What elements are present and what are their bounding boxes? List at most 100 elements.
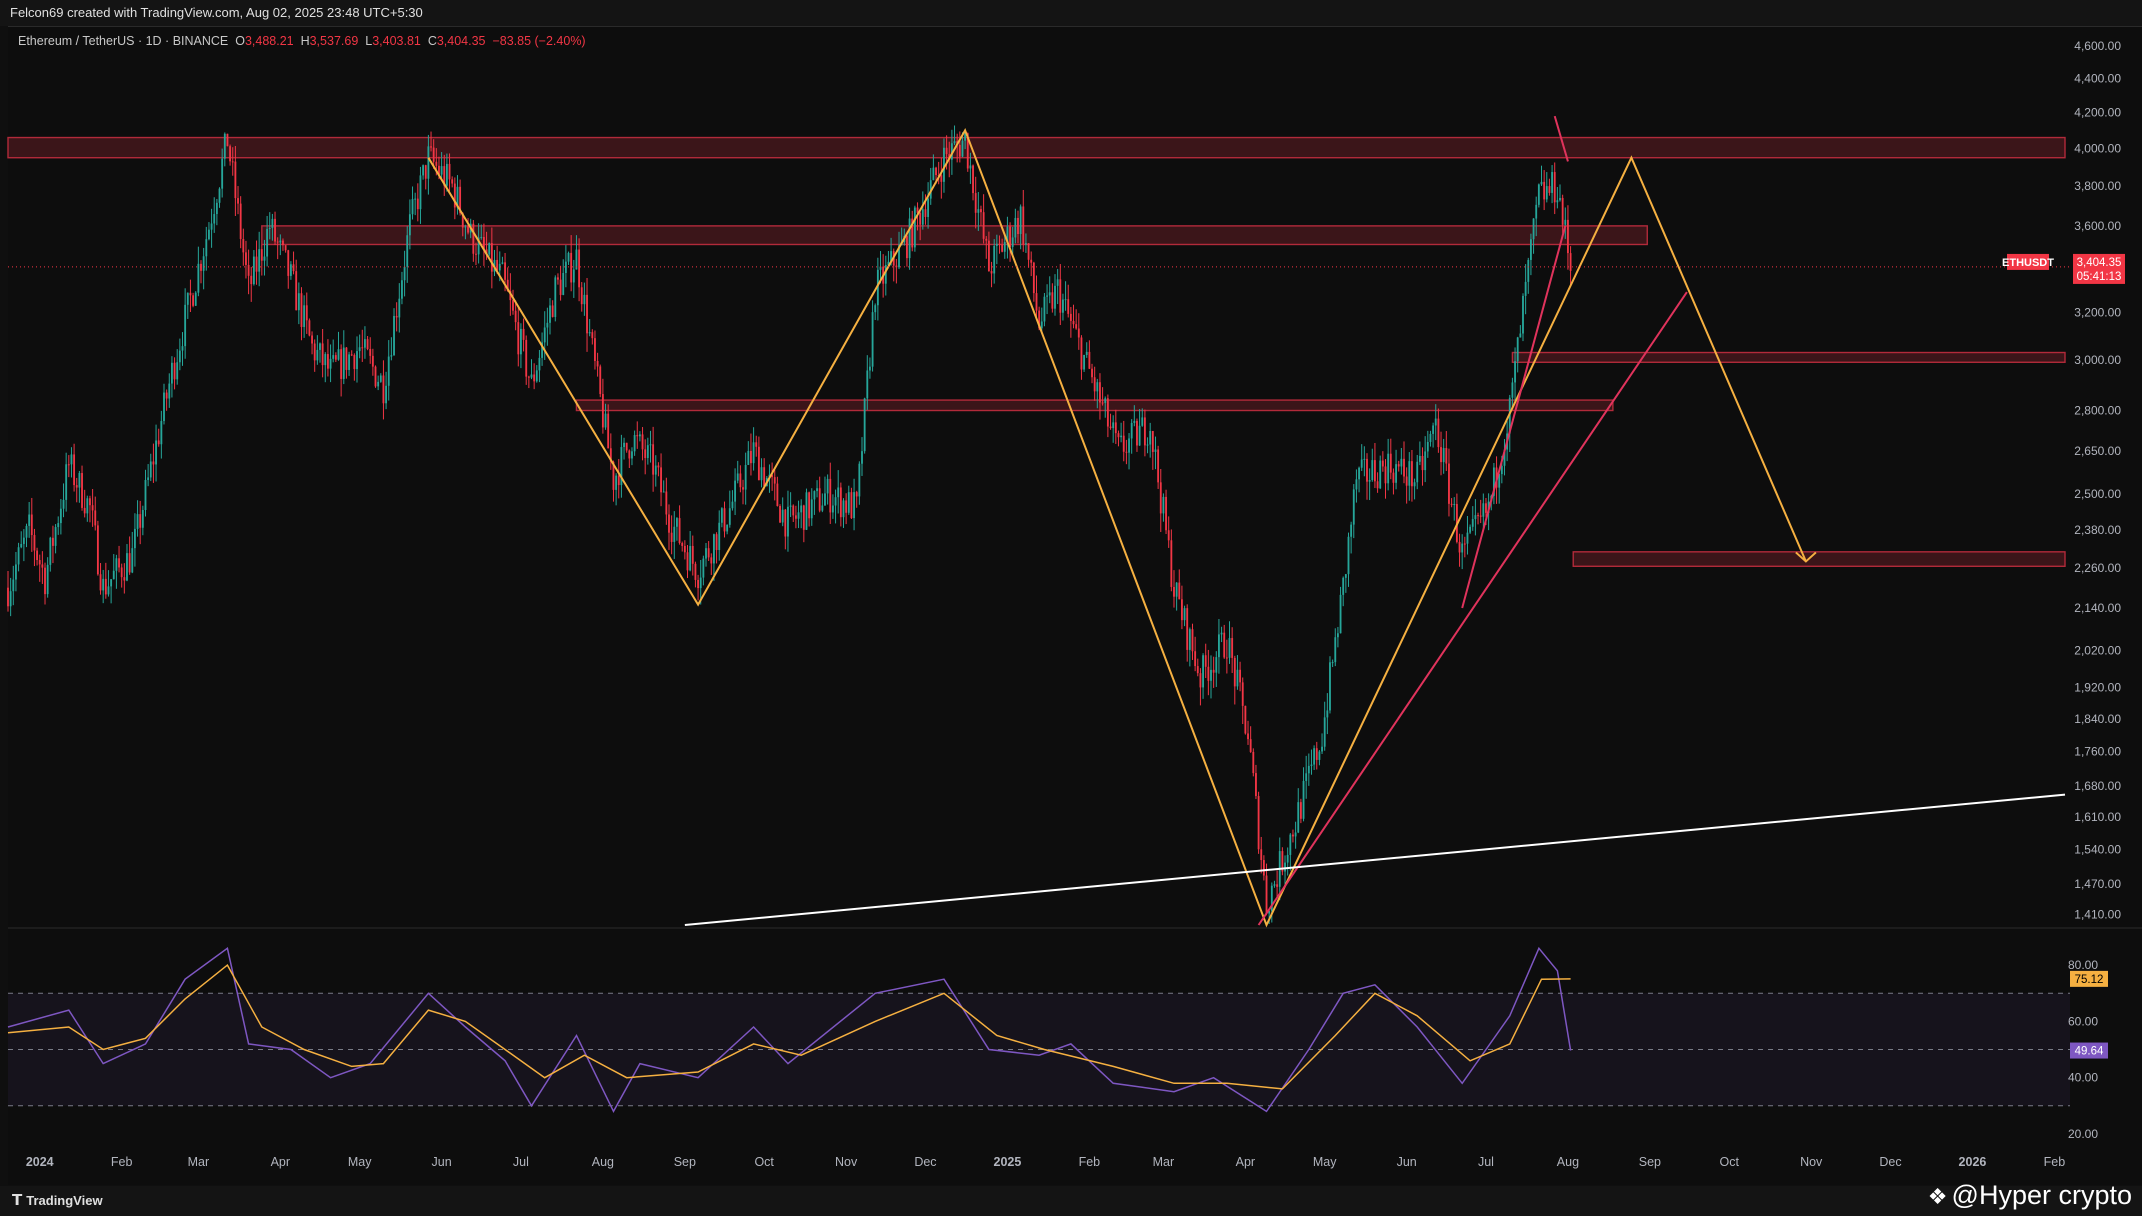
candle-body [308, 320, 311, 336]
resistance-zone[interactable] [7, 136, 2066, 159]
rsi-line[interactable] [7, 946, 1572, 1114]
candle-body [779, 505, 781, 523]
candle-body [464, 226, 467, 228]
resistance-zone[interactable] [575, 399, 1614, 412]
time-tick-label: Mar [1153, 1155, 1175, 1169]
price-tick-label: 2,020.00 [2074, 643, 2121, 657]
candle-body [1371, 460, 1374, 480]
candle-body [1474, 515, 1477, 520]
tradingview-logo[interactable]: 𝗧 TradingView [12, 1186, 103, 1216]
candle-body [697, 579, 699, 589]
trendline[interactable] [1461, 225, 1567, 609]
symbol-tag[interactable] [2007, 253, 2049, 270]
candle-body [279, 240, 282, 243]
candle-body [1424, 451, 1427, 471]
candle-body [1186, 608, 1189, 650]
candle-body [1027, 243, 1030, 260]
candle-body [850, 492, 853, 519]
candle-body [1535, 204, 1538, 219]
resistance-zone[interactable] [1572, 551, 2066, 567]
candle-body [1368, 479, 1371, 482]
resistance-zone[interactable] [1511, 351, 2066, 363]
candle-body [1458, 541, 1461, 553]
rsi-ma-line[interactable] [7, 963, 1571, 1090]
price-countdown: 05:41:13 [2077, 271, 2122, 283]
candle-body [652, 444, 655, 475]
candle-body [707, 548, 710, 558]
candle-body [646, 445, 649, 458]
candle-body [1416, 461, 1419, 483]
time-tick-label: Aug [592, 1155, 614, 1169]
candle-body [313, 343, 316, 361]
candle-body [961, 140, 964, 157]
trendline[interactable] [1257, 291, 1688, 926]
candle-body [824, 493, 826, 506]
candle-body [475, 253, 477, 255]
candle-body [1477, 515, 1479, 517]
candle-body [615, 475, 618, 490]
candle-body [139, 514, 142, 528]
candle-body [736, 473, 739, 481]
candle-body [371, 355, 374, 367]
candle-body [1376, 481, 1379, 489]
candle-body [44, 567, 46, 595]
trendline[interactable] [1553, 115, 1569, 162]
candle-body [1352, 489, 1355, 525]
candle-body [575, 249, 578, 270]
resistance-zone[interactable] [261, 225, 1648, 246]
candle-body [998, 243, 1001, 245]
candle-body [1255, 773, 1257, 797]
candle-body [192, 295, 195, 306]
candle-body [1421, 455, 1424, 471]
candle-body [541, 342, 544, 358]
candle-body [800, 505, 803, 513]
candle-body [1426, 442, 1429, 452]
candle-body [586, 294, 588, 334]
candle-body [432, 147, 435, 162]
candle-body [451, 179, 454, 184]
candle-body [393, 315, 395, 356]
candle-body [488, 243, 491, 255]
time-tick-label: Nov [1800, 1155, 1823, 1169]
candle-body [266, 228, 269, 257]
candle-body [562, 272, 565, 295]
candle-body [950, 143, 953, 160]
candle-body [319, 343, 321, 350]
candle-body [913, 207, 916, 248]
candle-body [440, 166, 443, 175]
candle-body [601, 394, 604, 428]
candle-body [977, 209, 980, 213]
candle-body [1210, 669, 1212, 681]
support-line[interactable] [684, 793, 2066, 926]
candle-body [839, 487, 842, 518]
candle-body [686, 552, 689, 571]
price-tag[interactable] [2073, 253, 2125, 284]
candle-body [1363, 458, 1366, 460]
binance-diamond-icon: ❖ [1927, 1184, 1948, 1209]
candle-body [1046, 295, 1049, 297]
time-tick-label: Feb [111, 1155, 133, 1169]
candle-body [789, 505, 792, 507]
candle-body [430, 146, 432, 148]
candle-body [945, 147, 948, 155]
open-value: 3,488.21 [244, 34, 294, 48]
price-tick-label: 1,470.00 [2074, 877, 2121, 891]
candle-body [110, 579, 113, 587]
candle-body [70, 454, 73, 465]
high-value: 3,537.69 [309, 34, 359, 48]
time-tick-label: Jul [1478, 1155, 1494, 1169]
candle-body [1011, 237, 1014, 247]
candle-body [1524, 281, 1527, 296]
candle-body [160, 421, 163, 445]
candle-body [1434, 418, 1437, 426]
candle-body [1003, 242, 1006, 252]
candle-body [1138, 425, 1141, 446]
candle-body [52, 537, 54, 546]
candle-body [673, 526, 676, 542]
zigzag-pattern-line[interactable] [427, 127, 1807, 928]
candle-body [1085, 351, 1088, 355]
candle-body [591, 332, 594, 339]
candle-body [522, 328, 525, 340]
candle-body [551, 305, 554, 317]
